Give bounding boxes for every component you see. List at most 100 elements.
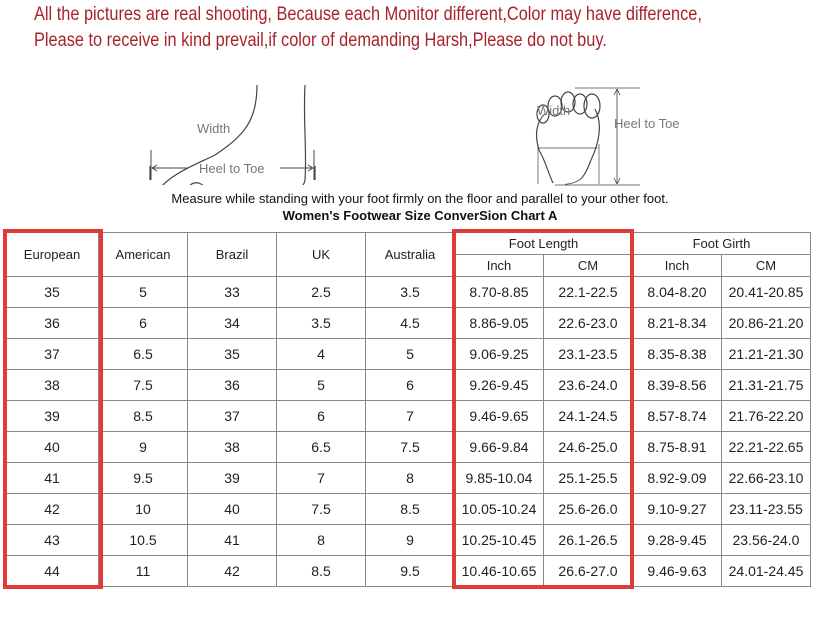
table-row: 39 8.5 37 6 7 9.46-9.65 24.1-24.5 8.57-8.74 21.7…: [5, 400, 811, 432]
table-cell: 25.1-25.5: [543, 462, 633, 494]
table-cell: 4: [276, 338, 366, 370]
table-cell: 9.28-9.45: [632, 524, 722, 556]
table-cell: 10: [98, 493, 188, 525]
table-cell: 9: [365, 524, 455, 556]
table-row: 43 10.5 41 8 9 10.25-10.45 26.1-26.5 9.28-9.45 2…: [5, 524, 811, 556]
table-cell: 8.5: [98, 400, 188, 432]
table-cell: 10.05-10.24: [454, 493, 544, 525]
table-cell: 35: [5, 276, 99, 308]
table-cell: 38: [187, 431, 277, 463]
table-cell: 8.57-8.74: [632, 400, 722, 432]
table-row: 36 6 34 3.5 4.5 8.86-9.05 22.6-23.0 8.21-8.34 20…: [5, 307, 811, 339]
table-cell: 37: [5, 338, 99, 370]
table-cell: 10.46-10.65: [454, 555, 544, 587]
table-cell: 9.46-9.63: [632, 555, 722, 587]
table-cell: 39: [187, 462, 277, 494]
table-cell: 22.21-22.65: [721, 431, 811, 463]
table-cell: 23.11-23.55: [721, 493, 811, 525]
table-cell: 6.5: [276, 431, 366, 463]
side-heel-to-toe-label: Heel to Toe: [199, 161, 265, 176]
table-cell: 35: [187, 338, 277, 370]
table-cell: 8.5: [276, 555, 366, 587]
sole-foot-illustration: [535, 87, 640, 186]
notice-line-2: Please to receive in kind prevail,if col…: [34, 30, 607, 51]
table-cell: 38: [5, 369, 99, 401]
table-cell: 37: [187, 400, 277, 432]
header-brazil: Brazil: [187, 232, 277, 277]
table-cell: 41: [187, 524, 277, 556]
side-foot-illustration: [149, 84, 316, 185]
table-cell: 24.01-24.45: [721, 555, 811, 587]
table-cell: 9.5: [98, 462, 188, 494]
table-cell: 8: [276, 524, 366, 556]
table-cell: 8.5: [365, 493, 455, 525]
table-cell: 23.56-24.0: [721, 524, 811, 556]
table-cell: 8.21-8.34: [632, 307, 722, 339]
table-cell: 20.41-20.85: [721, 276, 811, 308]
table-cell: 9.66-9.84: [454, 431, 544, 463]
table-row: 40 9 38 6.5 7.5 9.66-9.84 24.6-25.0 8.75-8.91 22…: [5, 431, 811, 463]
table-cell: 6: [365, 369, 455, 401]
table-cell: 8: [365, 462, 455, 494]
table-cell: 24.1-24.5: [543, 400, 633, 432]
table-cell: 21.31-21.75: [721, 369, 811, 401]
table-cell: 23.1-23.5: [543, 338, 633, 370]
table-cell: 26.6-27.0: [543, 555, 633, 587]
table-cell: 33: [187, 276, 277, 308]
sole-heel-to-toe-label: Heel to Toe: [614, 116, 680, 131]
table-cell: 3.5: [276, 307, 366, 339]
table-cell: 7.5: [276, 493, 366, 525]
subheader-girth-inch: Inch: [632, 254, 722, 277]
table-cell: 39: [5, 400, 99, 432]
measure-caption: Measure while standing with your foot fi…: [171, 191, 669, 206]
table-cell: 24.6-25.0: [543, 431, 633, 463]
table-row: 44 11 42 8.5 9.5 10.46-10.65 26.6-27.0 9.46-9.6…: [5, 555, 811, 587]
table-cell: 6.5: [98, 338, 188, 370]
table-cell: 11: [98, 555, 188, 587]
table-cell: 8.75-8.91: [632, 431, 722, 463]
header-foot-girth: Foot Girth: [632, 232, 811, 255]
table-cell: 42: [5, 493, 99, 525]
side-width-label: Width: [197, 121, 231, 136]
table-cell: 22.1-22.5: [543, 276, 633, 308]
table-row: 41 9.5 39 7 8 9.85-10.04 25.1-25.5 8.92-9.09 22.…: [5, 462, 811, 494]
heel-to-toe-arrow-horizontal: [150, 150, 315, 180]
table-cell: 9.46-9.65: [454, 400, 544, 432]
table-cell: 8.92-9.09: [632, 462, 722, 494]
table-cell: 5: [98, 276, 188, 308]
table-cell: 21.76-22.20: [721, 400, 811, 432]
table-cell: 7.5: [98, 369, 188, 401]
sole-width-label: Width: [537, 103, 571, 118]
header-uk: UK: [276, 232, 366, 277]
table-cell: 22.6-23.0: [543, 307, 633, 339]
table-cell: 10.5: [98, 524, 188, 556]
table-row: 38 7.5 36 5 6 9.26-9.45 23.6-24.0 8.39-8.56 21.3…: [5, 369, 811, 401]
table-cell: 42: [187, 555, 277, 587]
header-american: American: [98, 232, 188, 277]
header-foot-length: Foot Length: [454, 232, 633, 255]
table-cell: 44: [5, 555, 99, 587]
table-cell: 9.26-9.45: [454, 369, 544, 401]
table-cell: 7: [276, 462, 366, 494]
table-cell: 43: [5, 524, 99, 556]
table-cell: 9.10-9.27: [632, 493, 722, 525]
table-cell: 26.1-26.5: [543, 524, 633, 556]
header-australia: Australia: [365, 232, 455, 277]
table-row: 42 10 40 7.5 8.5 10.05-10.24 25.6-26.0 9.10-9.2…: [5, 493, 811, 525]
table-cell: 10.25-10.45: [454, 524, 544, 556]
table-cell: 23.6-24.0: [543, 369, 633, 401]
table-cell: 2.5: [276, 276, 366, 308]
table-cell: 7.5: [365, 431, 455, 463]
table-cell: 40: [5, 431, 99, 463]
table-cell: 25.6-26.0: [543, 493, 633, 525]
table-cell: 7: [365, 400, 455, 432]
notice-line-1: All the pictures are real shooting, Beca…: [34, 4, 702, 25]
table-cell: 8.04-8.20: [632, 276, 722, 308]
table-cell: 9.06-9.25: [454, 338, 544, 370]
chart-title: Women's Footwear Size ConverSion Chart A: [282, 208, 558, 223]
table-cell: 6: [98, 307, 188, 339]
table-cell: 5: [365, 338, 455, 370]
table-cell: 8.39-8.56: [632, 369, 722, 401]
table-cell: 36: [187, 369, 277, 401]
